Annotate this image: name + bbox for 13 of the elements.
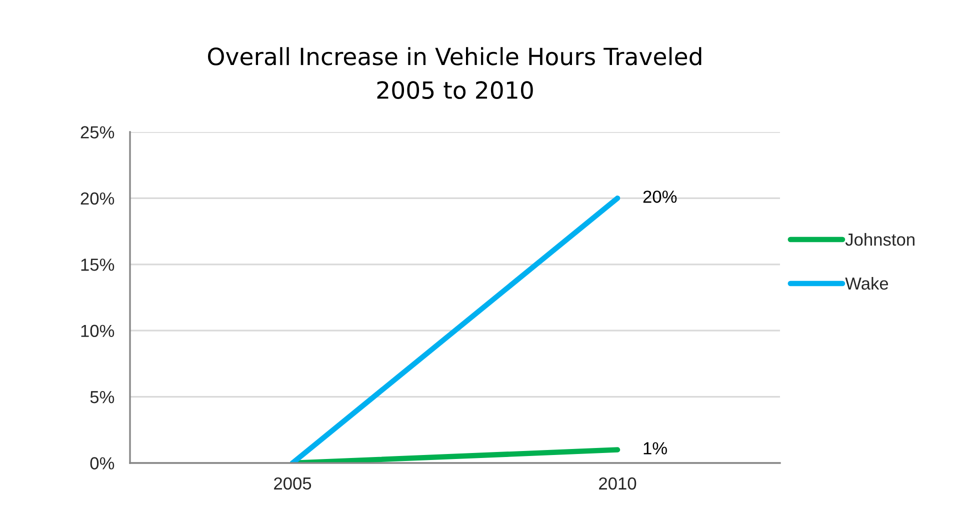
data-label: 1% [644, 442, 667, 454]
data-label: 20% [643, 190, 677, 203]
y-tick-label: 0% [90, 457, 114, 470]
y-tick-label: 20% [80, 192, 114, 205]
y-tick-label: 10% [81, 324, 114, 338]
legend-label: Johnston [845, 233, 914, 246]
y-tick-label: 25% [80, 126, 114, 138]
legend-label: Wake [845, 276, 888, 290]
x-tick-label: 2010 [599, 477, 636, 490]
y-tick-label: 5% [90, 391, 114, 404]
chart-title: Overall Increase in Vehicle Hours Traveled 2005 to 2010 [208, 47, 702, 99]
x-tick-label: 2005 [274, 477, 312, 490]
y-tick-label: 15% [81, 258, 114, 271]
